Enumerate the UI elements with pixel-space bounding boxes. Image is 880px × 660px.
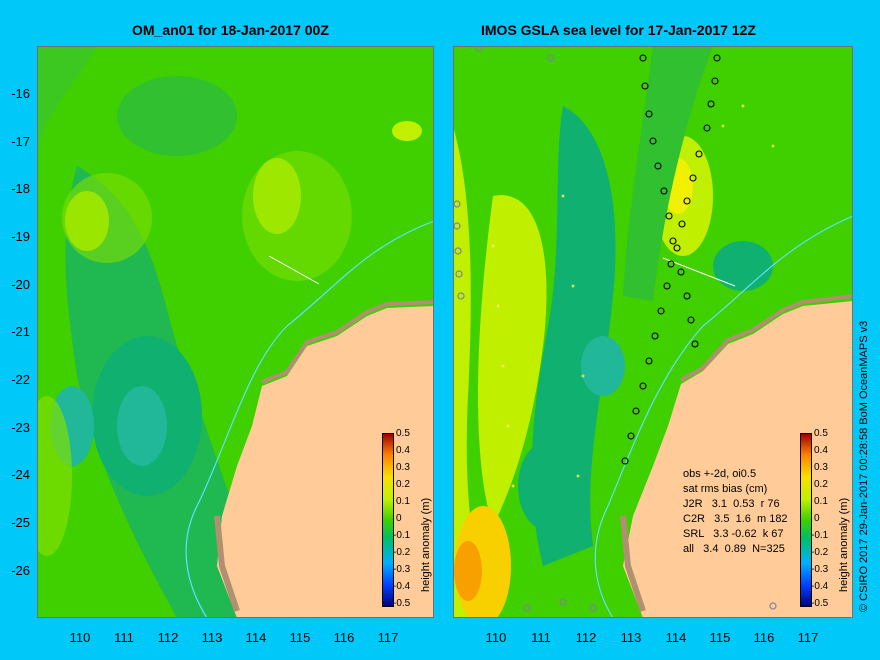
right-map-panel <box>453 46 853 618</box>
x-tick-label-right: 115 <box>709 630 731 645</box>
colorbar-label: 0.5 <box>396 428 410 439</box>
x-tick-label-left: 114 <box>245 630 267 645</box>
x-tick-label-right: 110 <box>485 630 507 645</box>
left-colorbar-title: height anomaly (m) <box>420 497 432 592</box>
x-tick-label-right: 114 <box>665 630 687 645</box>
x-tick-label-right: 117 <box>797 630 819 645</box>
colorbar-label: 0.1 <box>814 496 828 507</box>
y-tick-label: -16 <box>11 86 30 101</box>
colorbar-label: 0.2 <box>396 479 410 490</box>
stats-line: SRL 3.3 -0.62 k 67 <box>683 528 784 540</box>
colorbar-label: 0.5 <box>814 428 828 439</box>
colorbar-label: -0.3 <box>393 564 411 575</box>
x-tick-label-left: 112 <box>157 630 179 645</box>
stats-line: obs +-2d, oi0.5 <box>683 468 757 480</box>
stats-line: J2R 3.1 0.53 r 76 <box>683 498 780 510</box>
x-tick-label-right: 113 <box>620 630 642 645</box>
x-tick-label-left: 113 <box>201 630 223 645</box>
colorbar-label: -0.2 <box>393 547 411 558</box>
colorbar-label: 0.3 <box>814 462 828 473</box>
colorbar-label: -0.4 <box>811 581 829 592</box>
colorbar-label: -0.5 <box>811 598 829 609</box>
x-tick-label-right: 111 <box>531 630 551 645</box>
colorbar-label: -0.2 <box>811 547 829 558</box>
right-panel-title: IMOS GSLA sea level for 17-Jan-2017 12Z <box>481 22 756 38</box>
y-tick-label: -18 <box>11 181 30 196</box>
observation-stats: obs +-2d, oi0.5 sat rms bias (cm) J2R 3.… <box>683 467 788 557</box>
y-tick-label: -23 <box>11 420 30 435</box>
colorbar-label: 0 <box>814 513 820 524</box>
colorbar-label: 0.1 <box>396 496 410 507</box>
x-tick-label-left: 110 <box>69 630 91 645</box>
x-tick-label-left: 111 <box>114 630 134 645</box>
left-panel-title: OM_an01 for 18-Jan-2017 00Z <box>132 22 329 38</box>
y-tick-label: -26 <box>11 563 30 578</box>
colorbar-label: -0.3 <box>811 564 829 575</box>
colorbar-label: -0.1 <box>393 530 411 541</box>
x-tick-label-left: 117 <box>377 630 399 645</box>
stats-line: sat rms bias (cm) <box>683 483 768 495</box>
y-tick-label: -24 <box>11 467 30 482</box>
left-colorbar <box>382 433 394 607</box>
y-tick-label: -21 <box>11 324 30 339</box>
y-tick-label: -22 <box>11 372 30 387</box>
colorbar-label: 0.2 <box>814 479 828 490</box>
left-map-panel <box>37 46 434 618</box>
colorbar-label: -0.4 <box>393 581 411 592</box>
right-colorbar-title: height anomaly (m) <box>838 497 850 592</box>
x-tick-label-right: 116 <box>753 630 775 645</box>
x-tick-label-left: 115 <box>289 630 311 645</box>
x-tick-label-left: 116 <box>333 630 355 645</box>
colorbar-label: -0.1 <box>811 530 829 541</box>
right-colorbar <box>800 433 812 607</box>
credit-text: © CSIRO 2017 29-Jan-2017 00:28:58 BoM Oc… <box>858 320 870 612</box>
colorbar-label: 0.4 <box>814 445 828 456</box>
y-tick-label: -20 <box>11 277 30 292</box>
colorbar-label: 0.4 <box>396 445 410 456</box>
y-tick-label: -17 <box>11 134 30 149</box>
colorbar-label: 0 <box>396 513 402 524</box>
stats-line: all 3.4 0.89 N=325 <box>683 543 785 555</box>
colorbar-label: 0.3 <box>396 462 410 473</box>
x-tick-label-right: 112 <box>575 630 597 645</box>
stats-line: C2R 3.5 1.6 m 182 <box>683 513 788 525</box>
colorbar-label: -0.5 <box>393 598 411 609</box>
y-tick-label: -25 <box>11 515 30 530</box>
y-tick-label: -19 <box>11 229 30 244</box>
